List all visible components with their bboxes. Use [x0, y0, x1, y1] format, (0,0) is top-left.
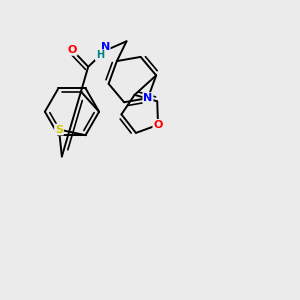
- Text: H: H: [96, 50, 104, 60]
- Text: N: N: [100, 42, 110, 52]
- Text: O: O: [153, 120, 163, 130]
- Text: S: S: [55, 124, 63, 134]
- Text: N: N: [143, 93, 152, 103]
- Text: O: O: [68, 45, 77, 55]
